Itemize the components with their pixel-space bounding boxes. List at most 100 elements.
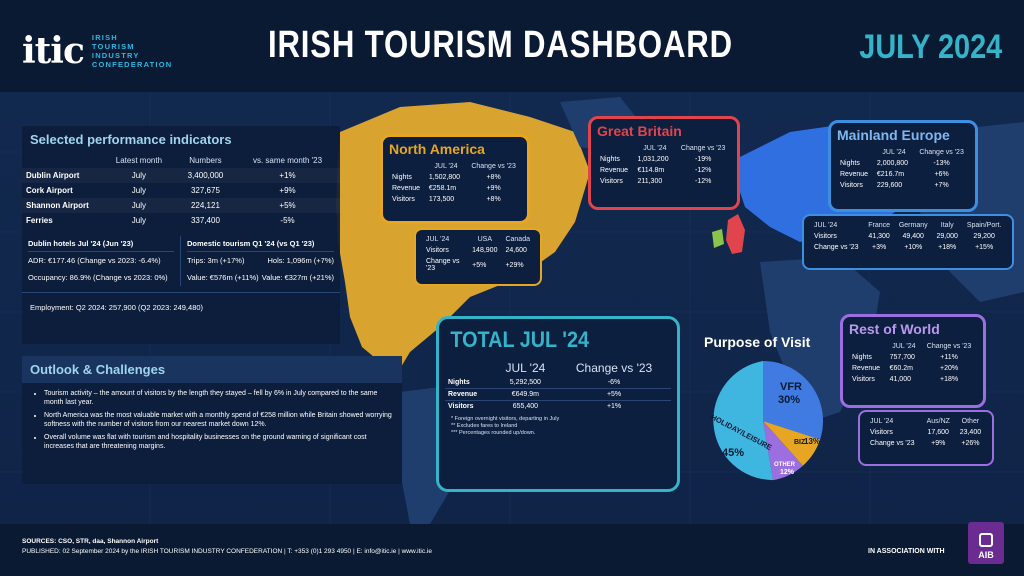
cell: +5%: [235, 198, 340, 213]
cell: 49,400: [902, 233, 924, 240]
table-header: JUL '24: [892, 343, 916, 350]
cell: July: [131, 186, 146, 195]
row-label: Visitors: [392, 196, 415, 203]
hols-text: Hols: 1,096m (+7%): [267, 256, 335, 265]
cell: -6%: [607, 379, 621, 386]
table-row: Dublin Airport July 3,400,000 +1%: [22, 168, 340, 183]
cell: 1,502,800: [428, 174, 461, 181]
hotels-title: Dublin hotels Jul '24 (Jun '23): [28, 236, 174, 252]
outlook-title: Outlook & Challenges: [22, 356, 402, 383]
cell: +5%: [472, 261, 487, 269]
region-sub-table: JUL '24 France Germany Italy Spain/Port.…: [810, 220, 1006, 253]
cell: +8%: [486, 196, 501, 203]
table-header: Germany: [898, 222, 928, 229]
pie-value-vfr: 30%: [778, 394, 800, 406]
row-label: Cork Airport: [26, 186, 73, 195]
table-row: Nights 1,031,200 -19%: [597, 154, 731, 165]
table-header: France: [868, 222, 891, 229]
table-header: Canada: [505, 236, 530, 243]
cell: +18%: [940, 376, 959, 383]
row-label: Revenue: [840, 171, 869, 178]
cell: 148,900: [472, 247, 498, 254]
table-header: [389, 161, 426, 172]
total-box: TOTAL JUL '24 JUL '24 Change vs '23 Nigh…: [436, 316, 680, 492]
table-header: Latest month: [115, 156, 163, 165]
table-header: JUL '24: [882, 149, 906, 156]
row-label: Nights: [448, 379, 470, 386]
table-row: Change vs '23 +3% +10% +18% +15%: [810, 242, 1006, 253]
cell: +1%: [235, 168, 340, 183]
cell: 1,031,200: [637, 156, 669, 163]
table-header: Change vs '23: [680, 145, 726, 152]
cell: 29,200: [973, 233, 995, 240]
table-row: Change vs '23 +9% +26%: [866, 438, 986, 449]
table-header: Change vs '23: [471, 163, 516, 170]
table-row: Revenue €114.8m -12%: [597, 165, 731, 176]
row-label: Revenue: [852, 365, 881, 372]
cell: +15%: [975, 244, 994, 251]
outlook-bullet: Tourism activity – the amount of visitor…: [44, 389, 392, 407]
row-label: Nights: [600, 156, 620, 163]
table-row: Change vs '23 +5% +29%: [422, 256, 534, 274]
note: ** Excludes fares to Ireland: [451, 423, 518, 429]
region-sub-table: JUL '24 USA Canada Visitors 148,900 24,600 C…: [422, 234, 534, 274]
table-header: Change vs '23: [575, 361, 653, 375]
note: *** Percentages rounded up/down.: [451, 430, 536, 436]
pie-label-biz: BIZ: [794, 439, 806, 446]
rest-of-world-box: Rest of World JUL '24 Change vs '23 Night…: [840, 314, 986, 408]
outlook-bullet: North America was the most valuable mark…: [44, 411, 392, 429]
table-row: Visitors 173,500 +8%: [389, 194, 521, 205]
table-header: [837, 147, 874, 158]
table-row: Visitors 148,900 24,600: [422, 245, 534, 256]
cell: 2,000,800: [876, 160, 909, 167]
table-header: USA: [477, 236, 493, 243]
purpose-title: Purpose of Visit: [704, 334, 811, 350]
table-header: JUL '24: [814, 222, 838, 229]
pie-slice-biz: [763, 421, 821, 466]
total-title: TOTAL JUL '24: [450, 327, 589, 352]
note: * Foreign overnight visitors, departing …: [451, 416, 560, 422]
pie-label-vfr: VFR: [780, 381, 802, 393]
hotels-block: Dublin hotels Jul '24 (Jun '23) ADR: €17…: [22, 236, 181, 286]
cell: 29,000: [936, 233, 958, 240]
table-row: Visitors 41,300 49,400 29,000 29,200: [810, 231, 1006, 242]
cell: -12%: [695, 167, 712, 174]
table-row: Visitors 41,000 +18%: [849, 374, 977, 385]
row-label: Nights: [392, 174, 412, 181]
cell: 23,400: [959, 429, 982, 436]
row-label: Nights: [852, 354, 872, 361]
table-header: Other: [961, 418, 980, 425]
region-title: Rest of World: [849, 321, 940, 337]
cell: +1%: [606, 403, 622, 410]
page-title: IRISH TOURISM DASHBOARD: [268, 24, 733, 66]
cell: €216.7m: [876, 171, 905, 178]
table-header: vs. same month '23: [252, 156, 323, 165]
table-row: Revenue €60.2m +20%: [849, 363, 977, 374]
cell: -5%: [280, 216, 295, 225]
cell: 337,400: [190, 216, 220, 225]
row-label: Dublin Airport: [22, 168, 102, 183]
table-row: Revenue €216.7m +6%: [837, 169, 969, 180]
cell: €258.1m: [428, 185, 457, 192]
table-row: Nights 1,502,800 +8%: [389, 172, 521, 183]
cell: +18%: [938, 244, 957, 251]
pie-slice-holiday: [713, 361, 774, 481]
cell: 173,500: [428, 196, 455, 203]
cell: July: [102, 168, 176, 183]
cell: -12%: [695, 178, 712, 185]
cell: 3,400,000: [175, 168, 236, 183]
row-label: Revenue: [600, 167, 629, 174]
table-row: Revenue €649.9m +5%: [445, 389, 671, 401]
cell: €60.2m: [889, 365, 913, 372]
cell: €649.9m: [511, 391, 539, 398]
row-label: Change vs '23: [426, 258, 460, 272]
row-label: Revenue: [392, 185, 421, 192]
pie-value-other: 12%: [780, 469, 795, 476]
table-row: Visitors 655,400 +1%: [445, 401, 671, 413]
region-table: JUL '24 Change vs '23 Nights 1,502,800 +8% …: [389, 161, 521, 205]
domestic-block: Domestic tourism Q1 '24 (vs Q1 '23) Trip…: [181, 236, 340, 286]
association-text: IN ASSOCIATION WITH: [868, 548, 945, 555]
aib-logo: AIB: [968, 522, 1004, 564]
cell: 655,400: [512, 403, 539, 410]
logo-text: IRISH TOURISM INDUSTRY CONFEDERATION: [92, 33, 172, 69]
